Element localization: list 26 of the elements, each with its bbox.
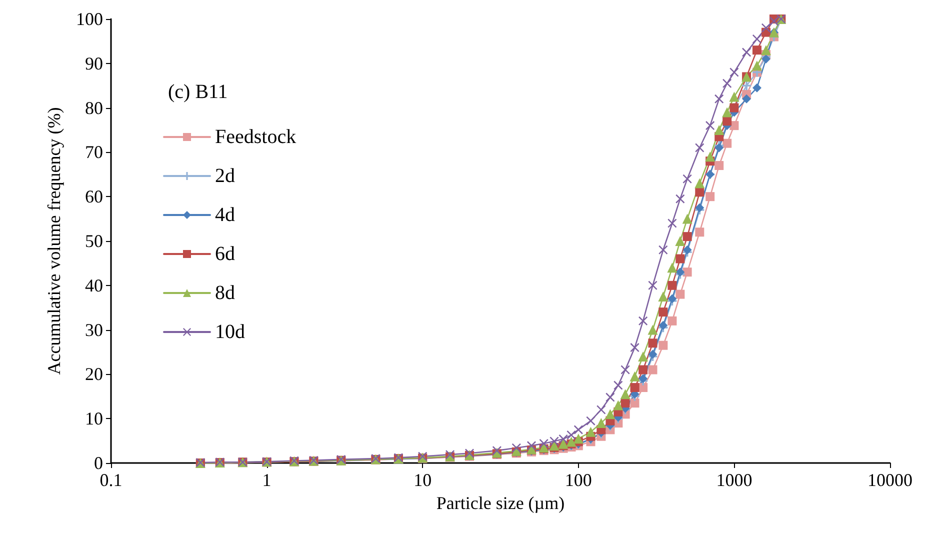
x-tick-label: 100 [564,470,592,490]
y-tick-label: 70 [85,142,103,162]
x-tick-label: 10000 [868,470,912,490]
y-tick-label: 20 [85,364,103,384]
legend-title: (c) B11 [168,81,228,103]
legend-label: Feedstock [215,126,296,148]
legend-label: 4d [215,204,235,226]
y-tick-label: 80 [85,98,103,118]
y-tick-label: 100 [76,9,103,29]
legend-label: 10d [215,321,245,343]
legend-label: 6d [215,243,235,265]
y-tick-label: 60 [85,186,103,207]
x-tick-label: 1 [262,470,272,490]
x-axis-title: Particle size (µm) [436,492,565,513]
y-axis-title: Accumulative volume frequency (%) [44,107,64,375]
legend-label: 8d [215,282,235,304]
x-tick-label: 0.1 [100,470,122,490]
y-tick-label: 10 [85,408,103,429]
y-tick-label: 0 [94,453,103,473]
y-tick-label: 40 [85,275,103,296]
y-tick-label: 90 [85,53,103,74]
legend-label: 2d [215,165,235,187]
y-tick-label: 30 [85,320,103,340]
x-tick-label: 1000 [716,470,752,490]
y-tick-label: 50 [85,231,103,251]
x-tick-label: 10 [414,470,432,490]
